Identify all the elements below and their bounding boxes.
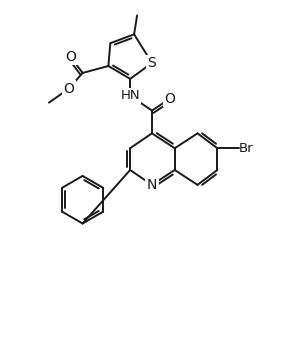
Text: S: S bbox=[148, 56, 156, 70]
Text: O: O bbox=[63, 82, 74, 96]
Text: O: O bbox=[65, 50, 76, 64]
Text: N: N bbox=[147, 178, 157, 192]
Text: HN: HN bbox=[120, 89, 140, 102]
Text: Br: Br bbox=[239, 142, 254, 155]
Text: O: O bbox=[164, 92, 175, 106]
